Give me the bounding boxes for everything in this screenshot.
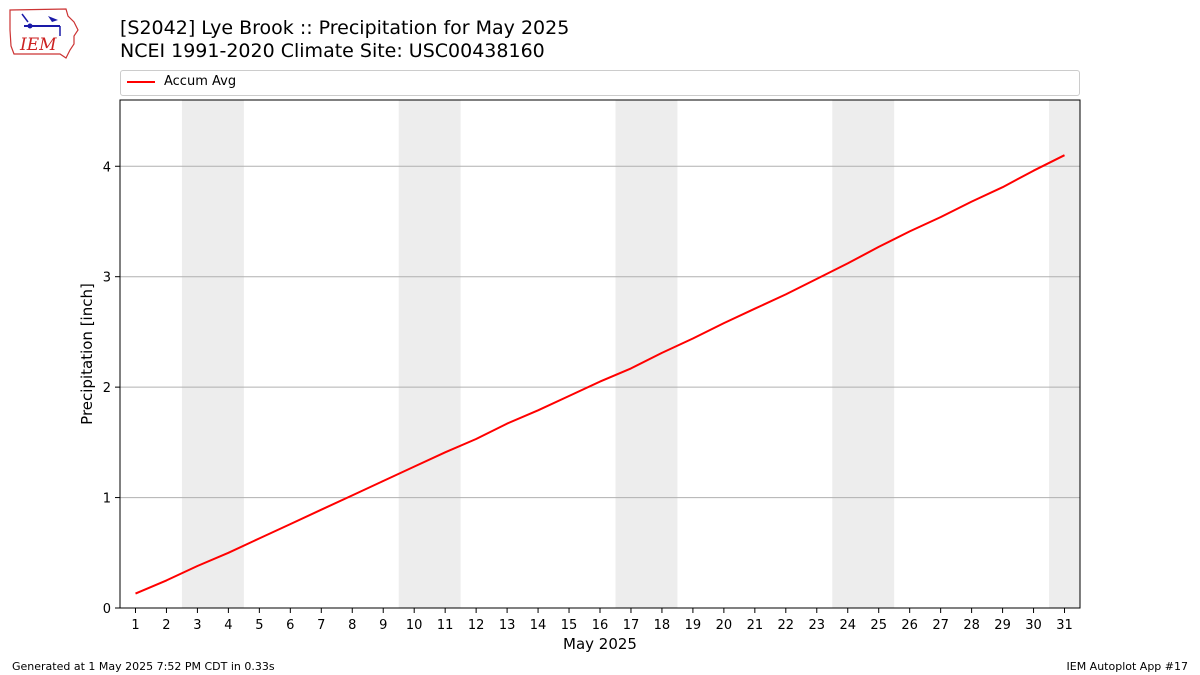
plot-frame	[119, 99, 1081, 609]
y-tick-label: 3	[103, 271, 111, 286]
x-tick-label: 31	[1056, 618, 1073, 633]
weekend-band	[1049, 100, 1080, 608]
legend-swatch-accum-avg	[127, 81, 155, 83]
x-axis-ticks: 1 2 3 4 5 6 7 8 9 10 11 12 13 14 15 16 17 18 19 20 21 22 23 24 2…	[131, 608, 1073, 633]
y-axis-label: Precipitation [inch]	[78, 283, 96, 425]
chart-subtitle: NCEI 1991-2020 Climate Site: USC00438160	[120, 40, 545, 62]
x-tick-label: 9	[379, 618, 387, 633]
x-tick-label: 13	[499, 618, 516, 633]
weekend-band	[615, 100, 678, 608]
x-tick-label: 29	[994, 618, 1011, 633]
x-tick-label: 12	[468, 618, 485, 633]
y-axis-ticks: 0 1 2 3 4	[103, 160, 120, 617]
x-tick-label: 15	[561, 618, 578, 633]
x-tick-label: 25	[870, 618, 887, 633]
x-tick-label: 3	[193, 618, 201, 633]
app-credit: IEM Autoplot App #17	[1066, 660, 1189, 673]
x-tick-label: 22	[778, 618, 795, 633]
weekend-band	[398, 100, 461, 608]
weekend-bands	[181, 100, 1080, 608]
x-tick-label: 17	[623, 618, 640, 633]
x-tick-label: 4	[224, 618, 232, 633]
x-tick-label: 16	[592, 618, 609, 633]
x-tick-label: 21	[747, 618, 764, 633]
x-tick-label: 1	[131, 618, 139, 633]
x-tick-label: 6	[286, 618, 294, 633]
x-tick-label: 20	[716, 618, 733, 633]
logo-text: IEM	[19, 35, 57, 55]
x-tick-label: 27	[932, 618, 949, 633]
x-tick-label: 2	[162, 618, 170, 633]
x-tick-label: 8	[348, 618, 356, 633]
x-tick-label: 28	[963, 618, 980, 633]
y-tick-label: 4	[103, 160, 111, 175]
y-tick-label: 1	[103, 492, 111, 507]
series-layer	[135, 154, 1065, 595]
x-tick-label: 7	[317, 618, 325, 633]
generated-timestamp: Generated at 1 May 2025 7:52 PM CDT in 0…	[12, 660, 275, 673]
iowa-map-icon: IEM	[9, 8, 79, 59]
x-tick-label: 19	[685, 618, 702, 633]
weekend-band	[181, 100, 244, 608]
legend: Accum Avg	[120, 70, 1080, 96]
x-tick-label: 26	[901, 618, 918, 633]
x-tick-label: 10	[406, 618, 423, 633]
y-tick-label: 2	[103, 381, 111, 396]
weekend-band	[832, 100, 895, 608]
x-tick-label: 30	[1025, 618, 1042, 633]
x-tick-label: 11	[437, 618, 454, 633]
iem-logo: IEM	[8, 6, 80, 60]
x-tick-label: 5	[255, 618, 263, 633]
x-axis-label: May 2025	[563, 635, 637, 653]
legend-label-accum-avg: Accum Avg	[164, 74, 237, 89]
x-tick-label: 18	[654, 618, 671, 633]
chart-title: [S2042] Lye Brook :: Precipitation for M…	[120, 17, 570, 39]
x-tick-label: 24	[839, 618, 856, 633]
x-tick-label: 14	[530, 618, 547, 633]
series-line-accum-avg	[135, 154, 1065, 595]
y-tick-label: 0	[103, 602, 111, 617]
grid-lines	[120, 165, 1080, 499]
x-tick-label: 23	[809, 618, 826, 633]
